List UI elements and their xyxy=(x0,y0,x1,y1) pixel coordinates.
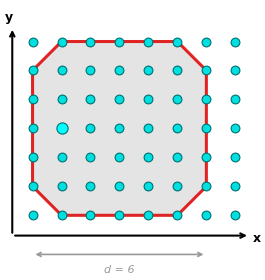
Point xyxy=(146,39,151,44)
Point xyxy=(146,155,151,160)
Point xyxy=(30,155,35,160)
Point xyxy=(88,213,92,218)
Point xyxy=(117,213,122,218)
Point xyxy=(30,184,35,189)
Point xyxy=(204,68,209,73)
Point xyxy=(117,97,122,102)
Point xyxy=(175,213,179,218)
Point xyxy=(117,155,122,160)
Point xyxy=(88,97,92,102)
Point xyxy=(88,155,92,160)
Point xyxy=(175,39,179,44)
Point xyxy=(30,39,35,44)
Point xyxy=(146,184,151,189)
Point xyxy=(233,213,237,218)
Point xyxy=(204,39,209,44)
Point xyxy=(30,213,35,218)
Point xyxy=(59,213,64,218)
Point xyxy=(233,68,237,73)
Point xyxy=(233,39,237,44)
Point xyxy=(117,184,122,189)
Point xyxy=(88,68,92,73)
Point xyxy=(204,97,209,102)
Point xyxy=(175,68,179,73)
Point xyxy=(30,126,35,131)
Point xyxy=(30,97,35,102)
Text: x: x xyxy=(253,232,261,245)
Point xyxy=(59,39,64,44)
Point xyxy=(204,184,209,189)
Text: d = 6: d = 6 xyxy=(104,265,135,275)
Point xyxy=(59,155,64,160)
Point xyxy=(146,126,151,131)
Point xyxy=(146,97,151,102)
Point xyxy=(59,184,64,189)
Point xyxy=(59,97,64,102)
Point xyxy=(175,155,179,160)
Point xyxy=(175,184,179,189)
Text: y: y xyxy=(5,11,14,24)
Point xyxy=(117,68,122,73)
Point xyxy=(88,184,92,189)
Polygon shape xyxy=(33,41,206,215)
Point xyxy=(59,68,64,73)
Point xyxy=(59,126,64,131)
Point xyxy=(204,155,209,160)
Point xyxy=(175,126,179,131)
Point xyxy=(117,39,122,44)
Point xyxy=(233,155,237,160)
Point xyxy=(146,68,151,73)
Point xyxy=(233,126,237,131)
Point xyxy=(233,184,237,189)
Point xyxy=(233,97,237,102)
Point xyxy=(30,68,35,73)
Point xyxy=(88,126,92,131)
Point xyxy=(117,126,122,131)
Point xyxy=(88,39,92,44)
Point xyxy=(204,213,209,218)
Point xyxy=(146,213,151,218)
Point xyxy=(204,126,209,131)
Point xyxy=(175,97,179,102)
